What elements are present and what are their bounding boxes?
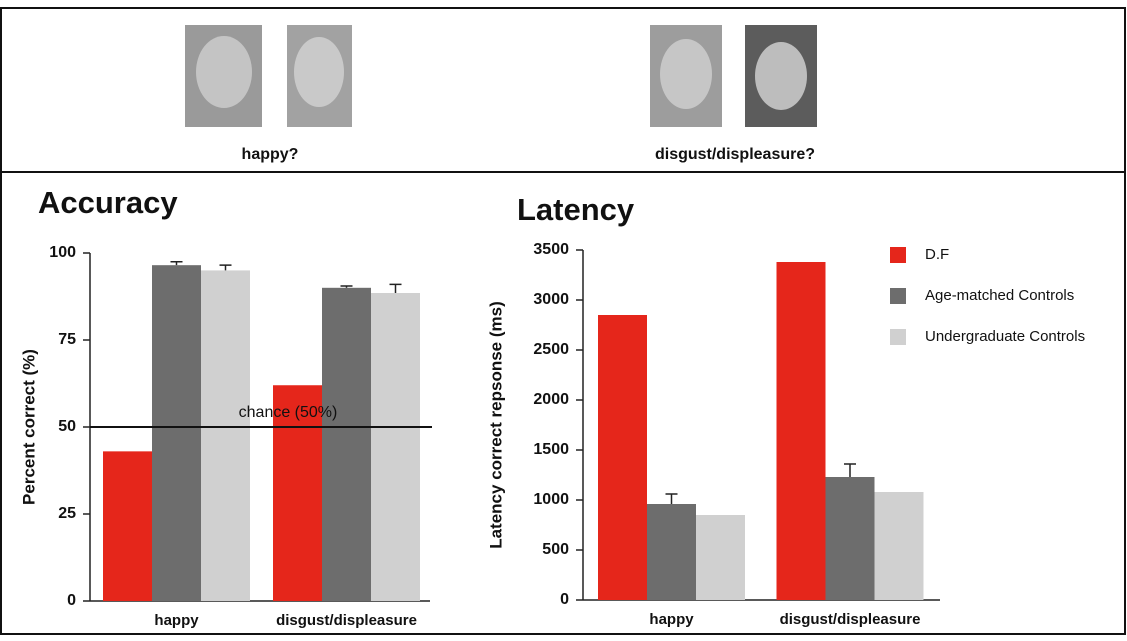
bar: [152, 265, 201, 601]
y-tick-label: 0: [560, 591, 569, 608]
stimulus-label: happy?: [242, 146, 299, 163]
y-tick-label: 3000: [533, 291, 569, 308]
y-tick-label: 0: [67, 592, 76, 609]
reference-label: chance (50%): [239, 404, 338, 421]
bar: [696, 515, 745, 600]
face-images: [185, 25, 817, 127]
chart-title: Accuracy: [38, 185, 178, 220]
x-tick-label: happy: [154, 612, 199, 629]
y-tick-label: 1000: [533, 491, 569, 508]
frame: [0, 7, 1126, 635]
y-tick-label: 1500: [533, 441, 569, 458]
bar: [874, 492, 924, 600]
y-tick-label: 50: [58, 418, 76, 435]
legend-label: Undergraduate Controls: [925, 328, 1085, 345]
error-bar: [844, 463, 856, 477]
y-tick-label: 75: [58, 331, 76, 348]
x-tick-label: disgust/displeasure: [780, 611, 921, 628]
legend-swatch: [890, 247, 906, 263]
bar: [776, 262, 826, 600]
face-photo: [196, 36, 252, 108]
bar: [371, 293, 420, 601]
error-bar: [170, 260, 183, 266]
error-bar: [340, 285, 353, 288]
x-tick-label: disgust/displeasure: [276, 612, 417, 629]
y-tick-label: 25: [58, 505, 76, 522]
y-tick-label: 500: [542, 541, 569, 558]
legend-label: D.F: [925, 246, 949, 263]
chart-title: Latency: [517, 192, 635, 227]
bar: [273, 385, 322, 601]
bar: [647, 504, 696, 600]
legend-swatch: [890, 329, 906, 345]
stimulus-label: disgust/displeasure?: [655, 146, 815, 163]
error-bar: [665, 493, 678, 504]
error-bar: [389, 283, 402, 294]
bar: [825, 477, 875, 600]
bar: [598, 315, 647, 600]
bar: [201, 270, 250, 601]
face-photo: [294, 37, 344, 107]
legend-swatch: [890, 288, 906, 304]
legend-label: Age-matched Controls: [925, 287, 1074, 304]
bar: [322, 287, 371, 601]
y-tick-label: 3500: [533, 241, 569, 258]
y-tick-label: 100: [49, 244, 76, 261]
x-tick-label: happy: [649, 611, 694, 628]
bar: [103, 451, 152, 601]
face-photo: [660, 39, 712, 109]
face-photo: [755, 42, 807, 110]
y-axis-label: Latency correct repsonse (ms): [486, 301, 505, 549]
error-bar: [219, 264, 232, 271]
y-tick-label: 2500: [533, 341, 569, 358]
y-axis-label: Percent correct (%): [19, 349, 38, 505]
y-tick-label: 2000: [533, 391, 569, 408]
